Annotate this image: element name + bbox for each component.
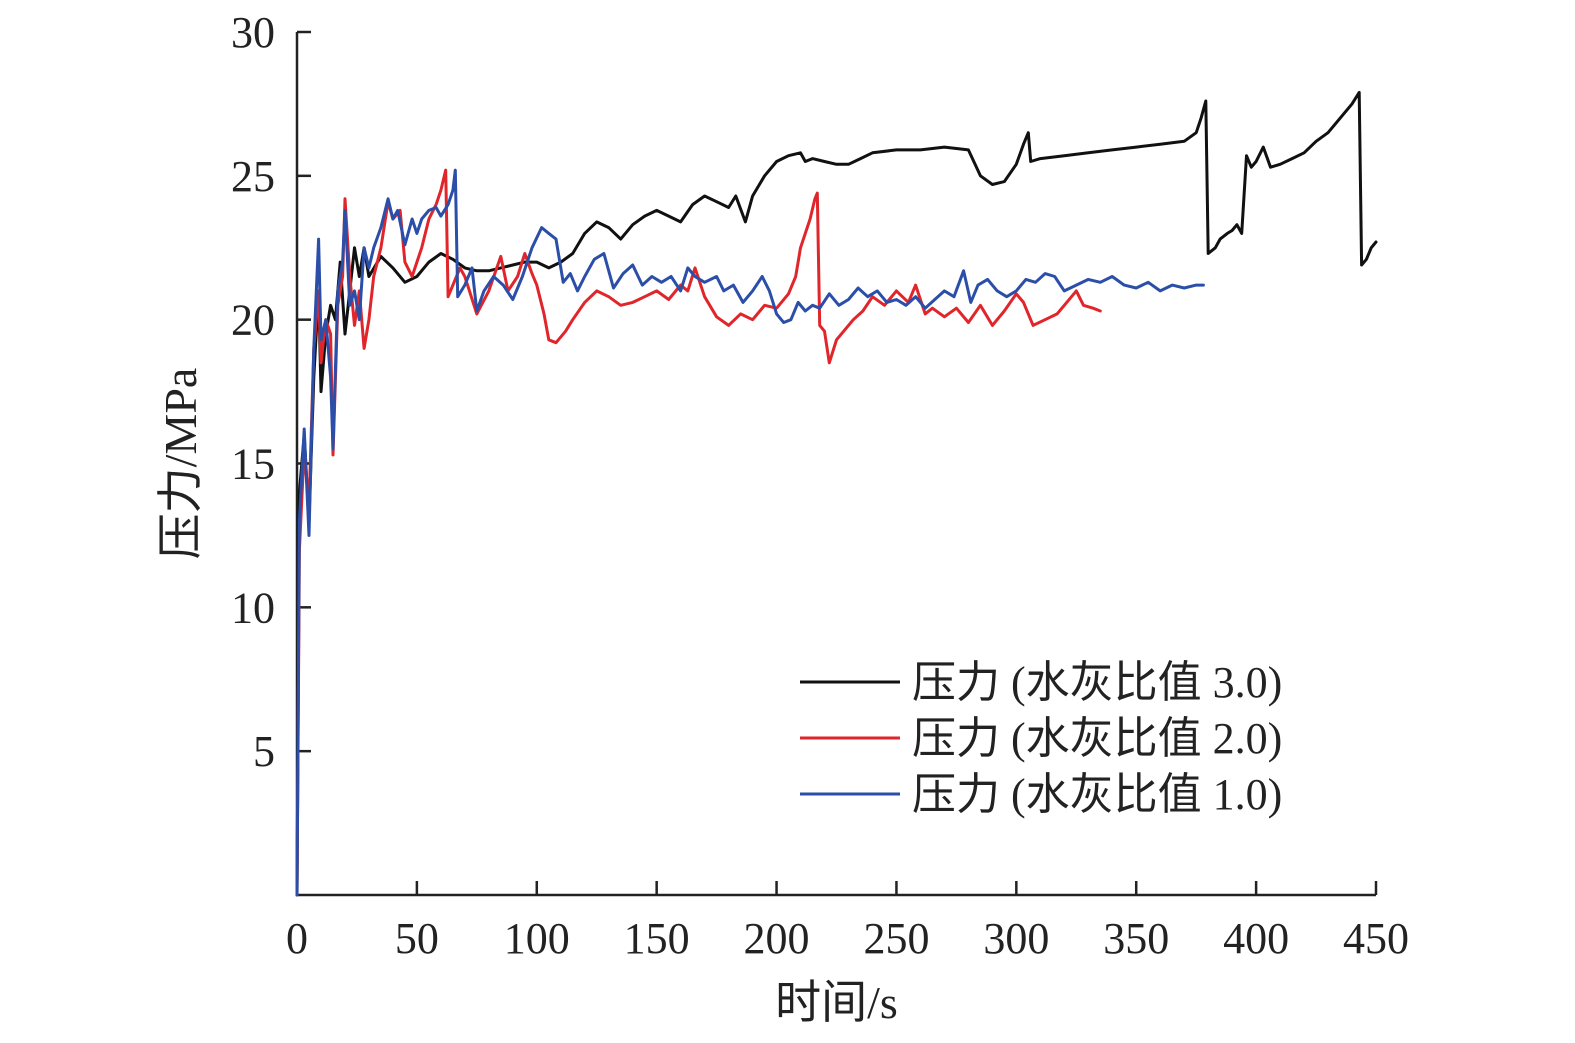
x-tick-label-50: 50 xyxy=(395,914,439,963)
y-ticks: 5 10 15 20 25 30 xyxy=(231,8,311,776)
y-axis-title: 压力/MPa xyxy=(155,368,206,560)
x-tick-label-150: 150 xyxy=(624,914,690,963)
series-layer xyxy=(295,90,1378,897)
legend-label-3: 压力 (水灰比值 1.0) xyxy=(912,770,1282,819)
y-tick-label-15: 15 xyxy=(231,440,275,489)
x-tick-label-450: 450 xyxy=(1343,914,1409,963)
legend: 压力 (水灰比值 3.0) 压力 (水灰比值 2.0) 压力 (水灰比值 1.0) xyxy=(800,658,1282,819)
y-tick-label-10: 10 xyxy=(231,583,275,632)
legend-label-1: 压力 (水灰比值 3.0) xyxy=(912,658,1282,707)
y-tick-label-5: 5 xyxy=(253,727,275,776)
x-ticks: 0 50 100 150 200 250 300 350 400 450 xyxy=(286,881,1409,963)
x-tick-label-300: 300 xyxy=(983,914,1049,963)
x-tick-label-400: 400 xyxy=(1223,914,1289,963)
x-axis-title: 时间/s xyxy=(775,977,898,1028)
x-tick-label-350: 350 xyxy=(1103,914,1169,963)
x-tick-label-250: 250 xyxy=(863,914,929,963)
y-tick-label-20: 20 xyxy=(231,296,275,345)
series-line-1 xyxy=(295,90,1378,897)
axes xyxy=(295,32,1376,897)
y-tick-label-25: 25 xyxy=(231,152,275,201)
x-tick-label-200: 200 xyxy=(744,914,810,963)
y-tick-label-30: 30 xyxy=(231,8,275,57)
legend-label-2: 压力 (水灰比值 2.0) xyxy=(912,714,1282,763)
x-tick-label-100: 100 xyxy=(504,914,570,963)
x-tick-label-0: 0 xyxy=(286,914,308,963)
series-line-2 xyxy=(295,168,1102,897)
series-line-3 xyxy=(295,168,1205,897)
